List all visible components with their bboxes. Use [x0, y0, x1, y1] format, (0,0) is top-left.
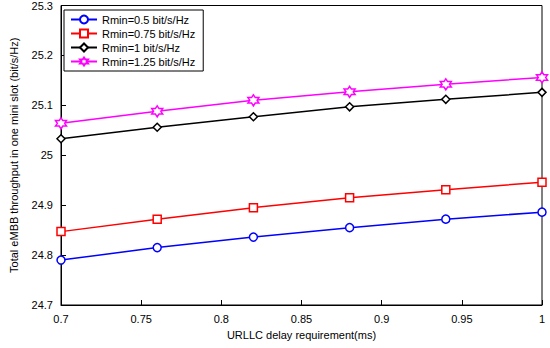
- svg-text:URLLC delay requirement(ms): URLLC delay requirement(ms): [227, 329, 376, 341]
- svg-text:1: 1: [539, 313, 545, 325]
- svg-text:0.7: 0.7: [53, 313, 68, 325]
- svg-text:24.8: 24.8: [32, 249, 53, 261]
- svg-text:24.9: 24.9: [32, 199, 53, 211]
- svg-text:0.85: 0.85: [291, 313, 312, 325]
- svg-text:Rmin=1 bit/s/Hz: Rmin=1 bit/s/Hz: [102, 42, 180, 54]
- svg-text:Rmin=0.75 bit/s/Hz: Rmin=0.75 bit/s/Hz: [102, 28, 195, 40]
- svg-text:25: 25: [41, 149, 53, 161]
- svg-text:25.1: 25.1: [32, 99, 53, 111]
- svg-text:0.75: 0.75: [130, 313, 151, 325]
- svg-text:Total eMBB throughput in one m: Total eMBB throughput in one mini slot (…: [8, 38, 20, 273]
- svg-text:25.3: 25.3: [32, 0, 53, 12]
- svg-text:0.95: 0.95: [451, 313, 472, 325]
- svg-text:0.8: 0.8: [214, 313, 229, 325]
- svg-text:24.7: 24.7: [32, 299, 53, 311]
- svg-text:Rmin=0.5 bit/s/Hz: Rmin=0.5 bit/s/Hz: [102, 14, 189, 26]
- svg-text:0.9: 0.9: [374, 313, 389, 325]
- svg-text:Rmin=1.25 bit/s/Hz: Rmin=1.25 bit/s/Hz: [102, 56, 195, 68]
- svg-text:25.2: 25.2: [32, 49, 53, 61]
